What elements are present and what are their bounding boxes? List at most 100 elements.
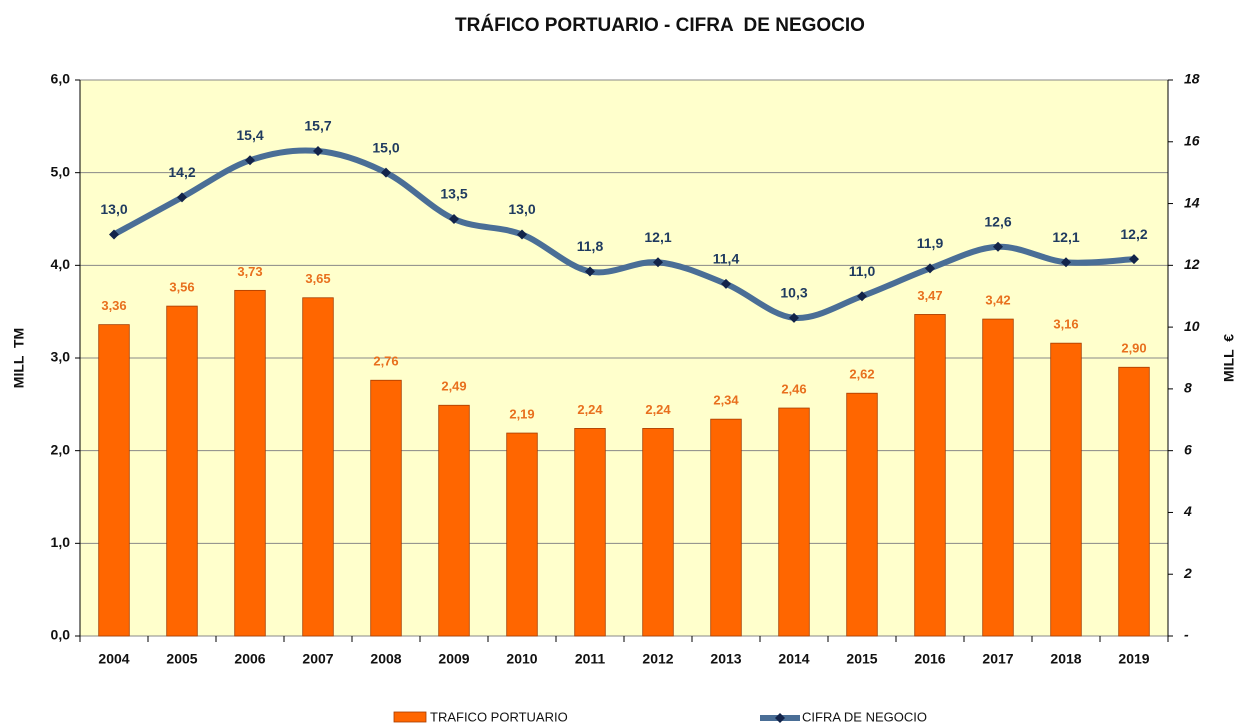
bar [302,297,334,637]
bar-value-label: 2,90 [1121,341,1146,356]
bar [846,392,878,637]
line-value-label: 13,5 [440,186,467,202]
line-value-label: 11,8 [577,238,604,254]
line-marker [1129,254,1139,265]
legend-marker [775,713,785,723]
x-tick-label: 2008 [370,651,401,667]
x-tick-label: 2011 [575,651,606,667]
line [111,147,1137,321]
legend-label: TRAFICO PORTUARIO [430,709,568,724]
bar [506,432,538,637]
y2-tick-label: 6 [1184,441,1192,457]
bar-value-label: 2,76 [373,354,398,369]
x-tick-label: 2012 [642,651,673,667]
y2-tick-label: - [1184,627,1189,643]
line-marker [381,167,391,178]
line-value-label: 15,4 [236,127,263,143]
y-tick-label: 1,0 [51,534,71,550]
bar-value-label: 2,34 [713,393,739,408]
line-value-label: 12,1 [1052,229,1079,245]
line-value-label: 11,9 [917,235,944,251]
x-tick-label: 2007 [302,651,333,667]
x-tick-label: 2014 [778,651,809,667]
line-marker [517,229,527,240]
legend-swatch [393,711,427,723]
bar-value-label: 2,24 [645,402,671,417]
bar-value-label: 3,36 [101,298,126,313]
bar [574,428,606,637]
y2-axis-label: MILL € [1221,334,1237,382]
line-marker [585,266,595,277]
bar-value-label: 2,19 [509,406,534,421]
bar [914,314,946,637]
y-tick-label: 6,0 [51,71,71,87]
legend-label: CIFRA DE NEGOCIO [802,709,927,724]
bar-value-label: 2,46 [781,381,806,396]
y-tick-label: 0,0 [51,627,71,643]
line-marker [653,257,663,268]
line-marker [313,146,323,157]
bar [778,407,810,637]
line-marker [109,229,119,240]
y-axis-label: MILL TM [11,328,27,388]
line-value-label: 13,0 [100,201,127,217]
line-value-label: 10,3 [780,285,807,301]
line-value-label: 12,2 [1120,226,1147,242]
bar [642,428,674,637]
chart-title: TRÁFICO PORTUARIO - CIFRA DE NEGOCIO [455,14,865,36]
line-value-label: 12,6 [984,214,1011,230]
bar-value-label: 3,16 [1053,317,1078,332]
bar [1050,342,1082,637]
bar [438,404,470,637]
y-tick-label: 5,0 [51,163,71,179]
line-marker [721,278,731,289]
bar-value-label: 3,47 [917,288,942,303]
line-marker [789,312,799,323]
x-tick-label: 2005 [166,651,197,667]
line-value-label: 11,4 [713,251,740,267]
line-value-label: 15,0 [372,139,399,155]
x-tick-label: 2017 [982,651,1013,667]
line-value-label: 14,2 [168,164,195,180]
line-value-label: 12,1 [644,229,671,245]
y2-tick-label: 16 [1184,132,1200,148]
bar-value-label: 3,56 [169,280,194,295]
x-tick-label: 2018 [1050,651,1081,667]
x-tick-label: 2006 [234,651,265,667]
y2-tick-label: 10 [1184,318,1200,334]
x-tick-label: 2004 [98,651,129,667]
line-marker [925,263,935,274]
line-marker [177,192,187,203]
bar [982,318,1014,637]
x-tick-label: 2016 [914,651,945,667]
x-tick-label: 2019 [1118,651,1149,667]
bar-value-label: 3,65 [305,271,330,286]
y2-tick-label: 12 [1184,256,1200,272]
y2-tick-label: 8 [1184,380,1192,396]
line-marker [857,291,867,302]
y2-tick-label: 14 [1184,194,1200,210]
bar [710,418,742,637]
y-tick-label: 2,0 [51,441,71,457]
bar [370,379,402,637]
line-marker [245,155,255,166]
y2-tick-label: 18 [1184,71,1200,87]
y-tick-label: 3,0 [51,349,71,365]
bar [1118,366,1150,637]
y2-tick-label: 2 [1183,565,1192,581]
bar [98,324,130,637]
line-marker [449,214,459,224]
bar [234,289,266,637]
bar-value-label: 2,62 [849,367,874,382]
line-marker [993,241,1003,252]
x-tick-label: 2015 [846,651,877,667]
bar-value-label: 2,49 [441,379,466,394]
x-tick-label: 2013 [710,651,741,667]
line-value-label: 11,0 [849,263,876,279]
line-value-label: 15,7 [304,118,331,134]
x-tick-label: 2009 [438,651,469,667]
line-marker [1061,257,1071,268]
line-value-label: 13,0 [508,201,535,217]
y-tick-label: 4,0 [51,256,71,272]
x-tick-label: 2010 [506,651,537,667]
